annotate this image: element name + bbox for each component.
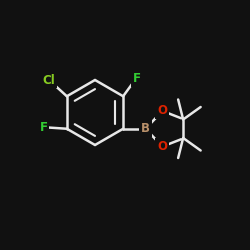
Text: F: F <box>40 121 48 134</box>
Text: Cl: Cl <box>42 74 55 86</box>
Text: O: O <box>157 104 167 117</box>
Text: F: F <box>133 72 141 85</box>
Text: B: B <box>141 122 150 135</box>
Text: O: O <box>157 140 167 153</box>
